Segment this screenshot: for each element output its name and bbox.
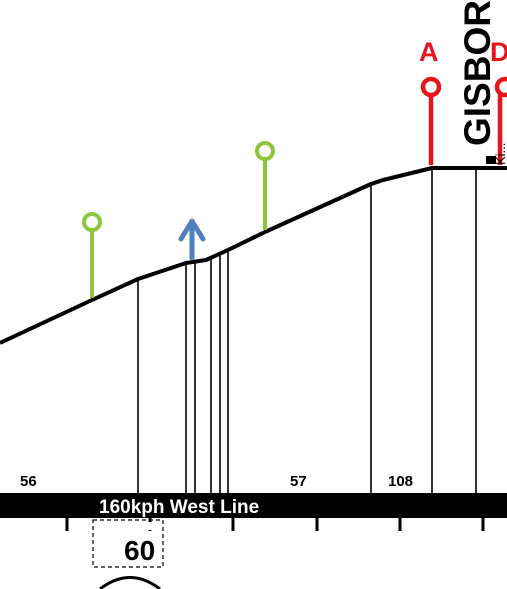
line-name-label: 160kph West Line (99, 497, 259, 518)
station-name: GISBOR (457, 0, 498, 146)
km-label-57: 57 (290, 473, 307, 490)
signal-d-label: D (490, 37, 507, 67)
green-pin-icon (255, 141, 275, 230)
signal-a (420, 76, 442, 165)
km-label-108: 108 (388, 473, 413, 490)
blue-up-arrow-icon (178, 218, 206, 261)
station-subtitle: Ki... (493, 143, 507, 165)
signal-d (494, 76, 507, 165)
gradient-profile-line (0, 166, 507, 345)
speed-board-frame (92, 519, 164, 568)
station-platform-mark (486, 156, 496, 164)
signal-a-label: A (419, 37, 439, 67)
vertical-reference-lines (137, 168, 477, 493)
green-pin-icon (82, 212, 102, 298)
km-label-56: 56 (20, 473, 37, 490)
speed-limit-value: 60 (124, 535, 155, 566)
speed-arc (99, 576, 161, 589)
line-name-band (0, 493, 507, 518)
